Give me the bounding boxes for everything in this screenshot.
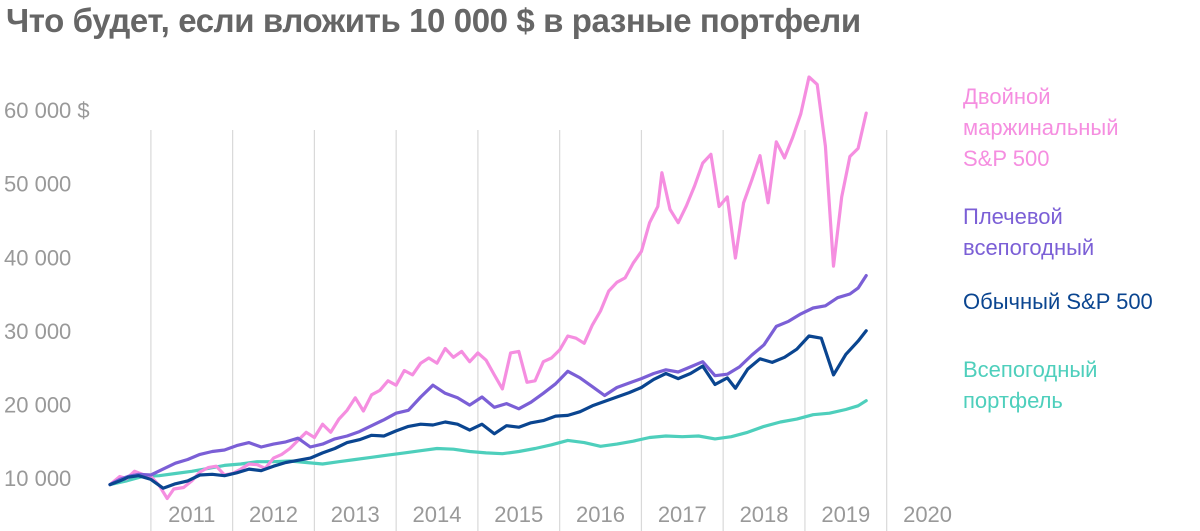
- series-label: Двойной маржинальный S&P 500: [963, 84, 1119, 171]
- x-tick-label: 2012: [249, 502, 298, 527]
- x-tick-label: 2015: [494, 502, 543, 527]
- y-axis-ticks: 10 000 20 000 30 000 40 000 50 000 60 000 $: [4, 98, 90, 491]
- series-label: Обычный S&P 500: [963, 289, 1153, 314]
- x-tick-label: 2016: [576, 502, 625, 527]
- series-label: Всепогодный портфель: [963, 357, 1097, 413]
- y-tick-label: 20 000: [4, 392, 71, 417]
- series-label: Плечевой всепогодный: [963, 204, 1094, 260]
- x-tick-label: 2013: [331, 502, 380, 527]
- series-labels: Двойной маржинальный S&P 500 Плечевой всепог…: [963, 84, 1153, 413]
- series-line: [108, 75, 868, 501]
- x-tick-label: 2019: [821, 502, 870, 527]
- x-tick-label: 2014: [413, 502, 462, 527]
- series-line: [108, 399, 868, 487]
- series-line: [108, 274, 868, 487]
- y-tick-label: 50 000: [4, 172, 71, 197]
- x-tick-label: 2017: [658, 502, 707, 527]
- y-tick-label: 10 000: [4, 466, 71, 491]
- series-line: [108, 329, 868, 490]
- x-axis-ticks: 2011 2012 2013 2014 2015 2016 2017 2018 2019 2020: [168, 502, 952, 527]
- year-separator-grid: [150, 130, 888, 531]
- x-tick-label: 2020: [903, 502, 952, 527]
- y-tick-label: 60 000 $: [4, 98, 90, 123]
- chart-title: Что будет, если вложить 10 000 $ в разны…: [6, 2, 861, 39]
- series-lines: [108, 75, 868, 501]
- x-tick-label: 2011: [168, 502, 215, 527]
- x-tick-label: 2018: [740, 502, 789, 527]
- y-tick-label: 30 000: [4, 319, 71, 344]
- y-tick-label: 40 000: [4, 245, 71, 270]
